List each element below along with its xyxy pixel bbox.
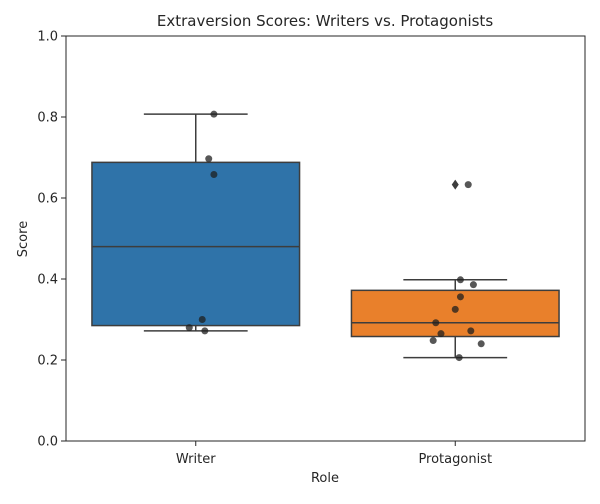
- data-point-protagonist: [437, 330, 445, 338]
- y-tick-label: 0.8: [37, 111, 58, 126]
- box-protagonist-iqr: [350, 289, 560, 338]
- data-point-protagonist: [456, 276, 464, 284]
- data-point-protagonist: [429, 337, 437, 345]
- plot-frame: [65, 35, 586, 442]
- chart-title: Extraversion Scores: Writers vs. Protago…: [157, 12, 493, 30]
- data-point-protagonist: [477, 340, 485, 348]
- data-point-writer: [198, 316, 206, 323]
- data-point-protagonist: [451, 305, 459, 313]
- data-point-protagonist: [469, 281, 477, 289]
- data-point-protagonist: [467, 327, 475, 335]
- data-point-protagonist: [455, 354, 463, 362]
- x-tick-label: Writer: [176, 452, 216, 467]
- box-protagonist-outlier-marker: [451, 179, 459, 190]
- x-tick-label: Protagonist: [418, 452, 492, 467]
- box-writer-iqr: [91, 161, 301, 327]
- y-tick-label: 0.6: [37, 192, 58, 207]
- data-point-protagonist: [432, 319, 440, 327]
- data-point-writer: [185, 324, 193, 332]
- data-point-protagonist: [456, 293, 464, 301]
- x-axis-label: Role: [311, 471, 339, 486]
- data-point-writer: [210, 171, 218, 179]
- y-tick-label: 0.2: [37, 354, 58, 369]
- data-point-writer: [205, 155, 213, 163]
- data-point-writer: [201, 327, 209, 335]
- data-point-protagonist: [464, 181, 472, 189]
- y-tick-label: 0.4: [37, 273, 58, 288]
- y-tick-label: 1.0: [37, 30, 58, 45]
- y-tick-label: 0.0: [37, 435, 58, 450]
- data-point-writer: [210, 110, 218, 118]
- y-axis-label: Score: [16, 221, 31, 257]
